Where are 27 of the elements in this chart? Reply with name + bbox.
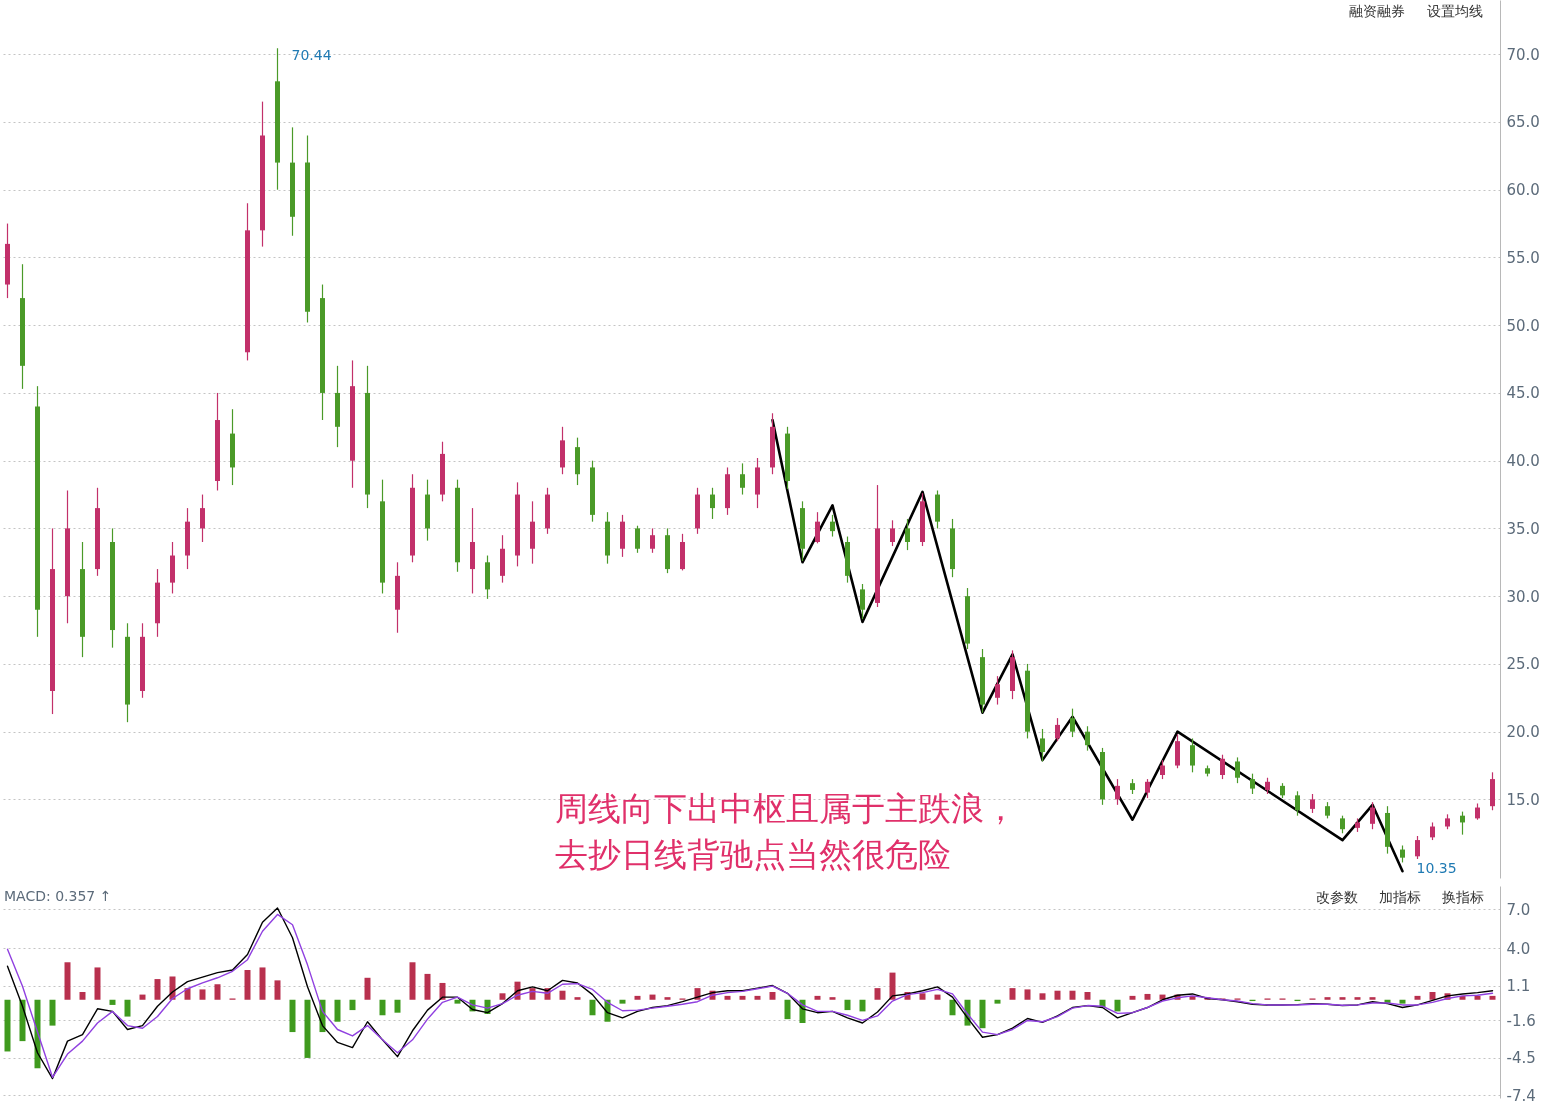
y-tick-label: 4.0 [1506, 939, 1531, 958]
annotation: 改参数 [1315, 889, 1358, 905]
annotation: 加指标 [1378, 889, 1421, 905]
y-tick-label: 50.0 [1506, 316, 1540, 335]
y-tick-label: 15.0 [1506, 790, 1540, 809]
annotation: 设置均线 [1427, 3, 1483, 19]
y-tick-label: 30.0 [1506, 587, 1540, 606]
y-tick-label: 65.0 [1506, 113, 1540, 132]
annotation: 70.44 [291, 47, 332, 64]
annotation: MACD: 0.357 ↑ [4, 888, 112, 904]
annotation: 10.35 [1416, 860, 1457, 877]
y-tick-label: 25.0 [1506, 655, 1540, 674]
y-tick-label: -1.6 [1506, 1011, 1536, 1030]
y-tick-label: 1.1 [1506, 977, 1531, 996]
y-tick-label: 45.0 [1506, 384, 1540, 403]
y-tick-label: 60.0 [1506, 181, 1540, 200]
y-tick-label: 40.0 [1506, 452, 1540, 471]
annotation: 换指标 [1441, 889, 1484, 905]
y-tick-label: 70.0 [1506, 45, 1540, 64]
y-tick-label: 35.0 [1506, 519, 1540, 538]
annotation: 周线向下出中枢且属于主跌浪，去抄日线背驰点当然很危险 [555, 789, 1017, 874]
y-tick-label: 7.0 [1506, 900, 1531, 919]
annotation: 融资融券 [1349, 3, 1405, 19]
y-tick-label: 20.0 [1506, 723, 1540, 742]
y-tick-label: 55.0 [1506, 248, 1540, 267]
y-tick-label: -4.5 [1506, 1049, 1536, 1068]
y-tick-label: -7.4 [1506, 1086, 1536, 1105]
